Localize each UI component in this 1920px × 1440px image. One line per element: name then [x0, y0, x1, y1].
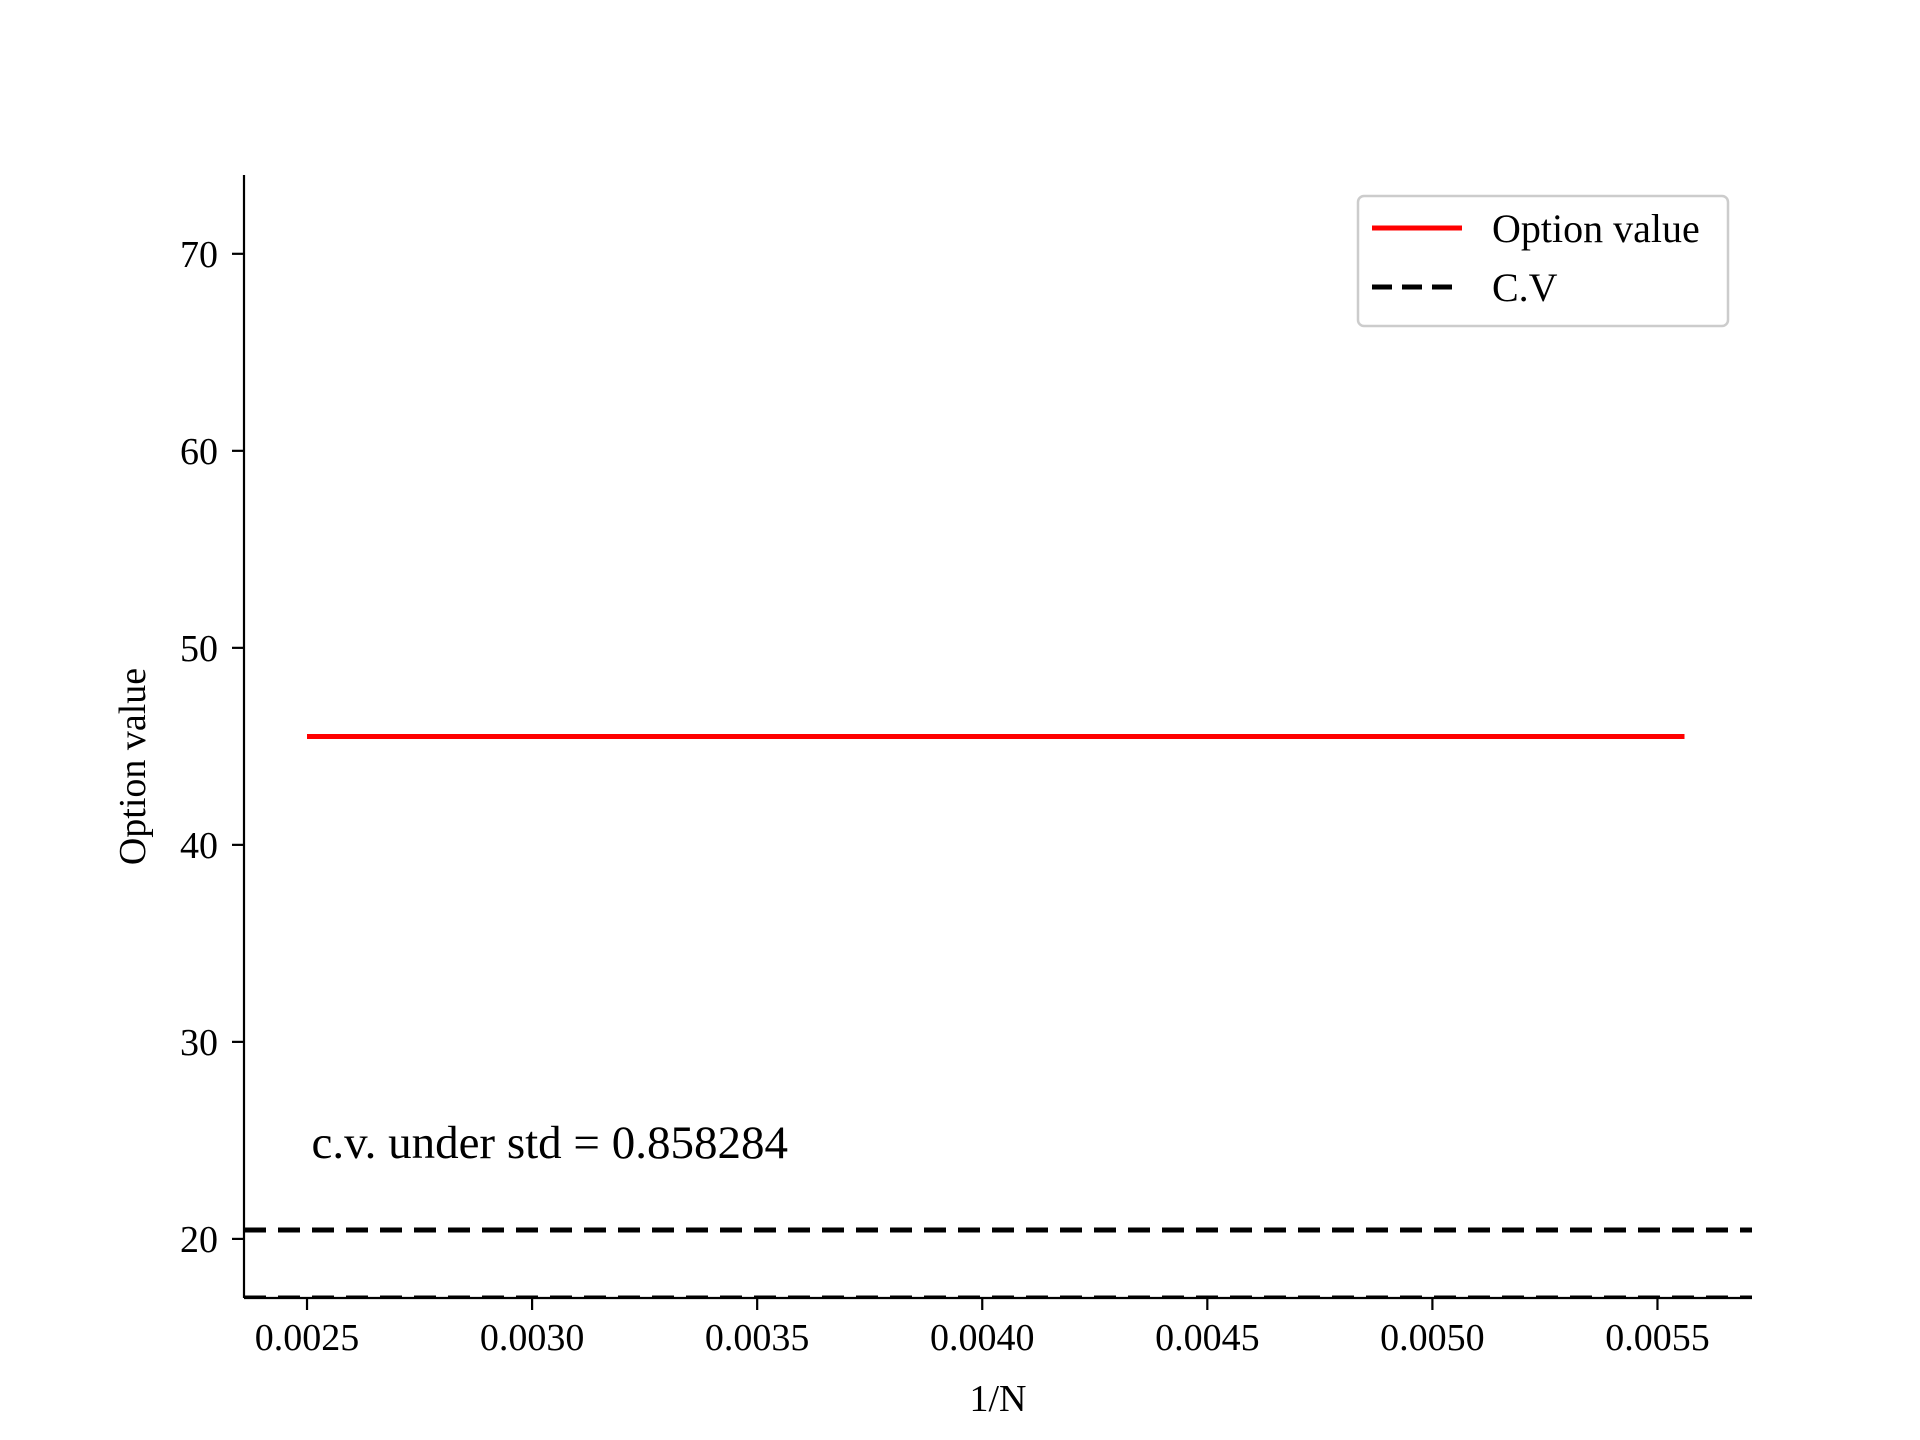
x-tick-label: 0.0025	[255, 1317, 360, 1359]
x-tick-label: 0.0040	[930, 1317, 1035, 1359]
x-ticks: 0.0025 0.0030 0.0035 0.0040 0.0045 0.0050 0.00…	[255, 1298, 1710, 1359]
y-tick-label: 30	[180, 1022, 218, 1064]
y-tick-label: 40	[180, 825, 218, 867]
legend-label-cv: C.V	[1492, 265, 1558, 310]
y-axis-title: Option value	[112, 668, 154, 865]
y-tick-label: 70	[180, 234, 218, 276]
axes	[242, 175, 1752, 1300]
x-tick-label: 0.0035	[705, 1317, 810, 1359]
x-tick-label: 0.0050	[1380, 1317, 1485, 1359]
cv-annotation: c.v. under std = 0.858284	[312, 1117, 788, 1169]
legend-label-option-value: Option value	[1492, 206, 1700, 251]
y-tick-label: 60	[180, 431, 218, 473]
x-tick-label: 0.0030	[480, 1317, 585, 1359]
legend: Option value C.V	[1356, 194, 1730, 328]
y-ticks: 20 30 40 50 60 70	[180, 234, 244, 1261]
x-axis-title: 1/N	[970, 1378, 1027, 1420]
y-tick-label: 20	[180, 1219, 218, 1261]
y-tick-label: 50	[180, 628, 218, 670]
x-tick-label: 0.0055	[1605, 1317, 1710, 1359]
x-tick-label: 0.0045	[1155, 1317, 1260, 1359]
